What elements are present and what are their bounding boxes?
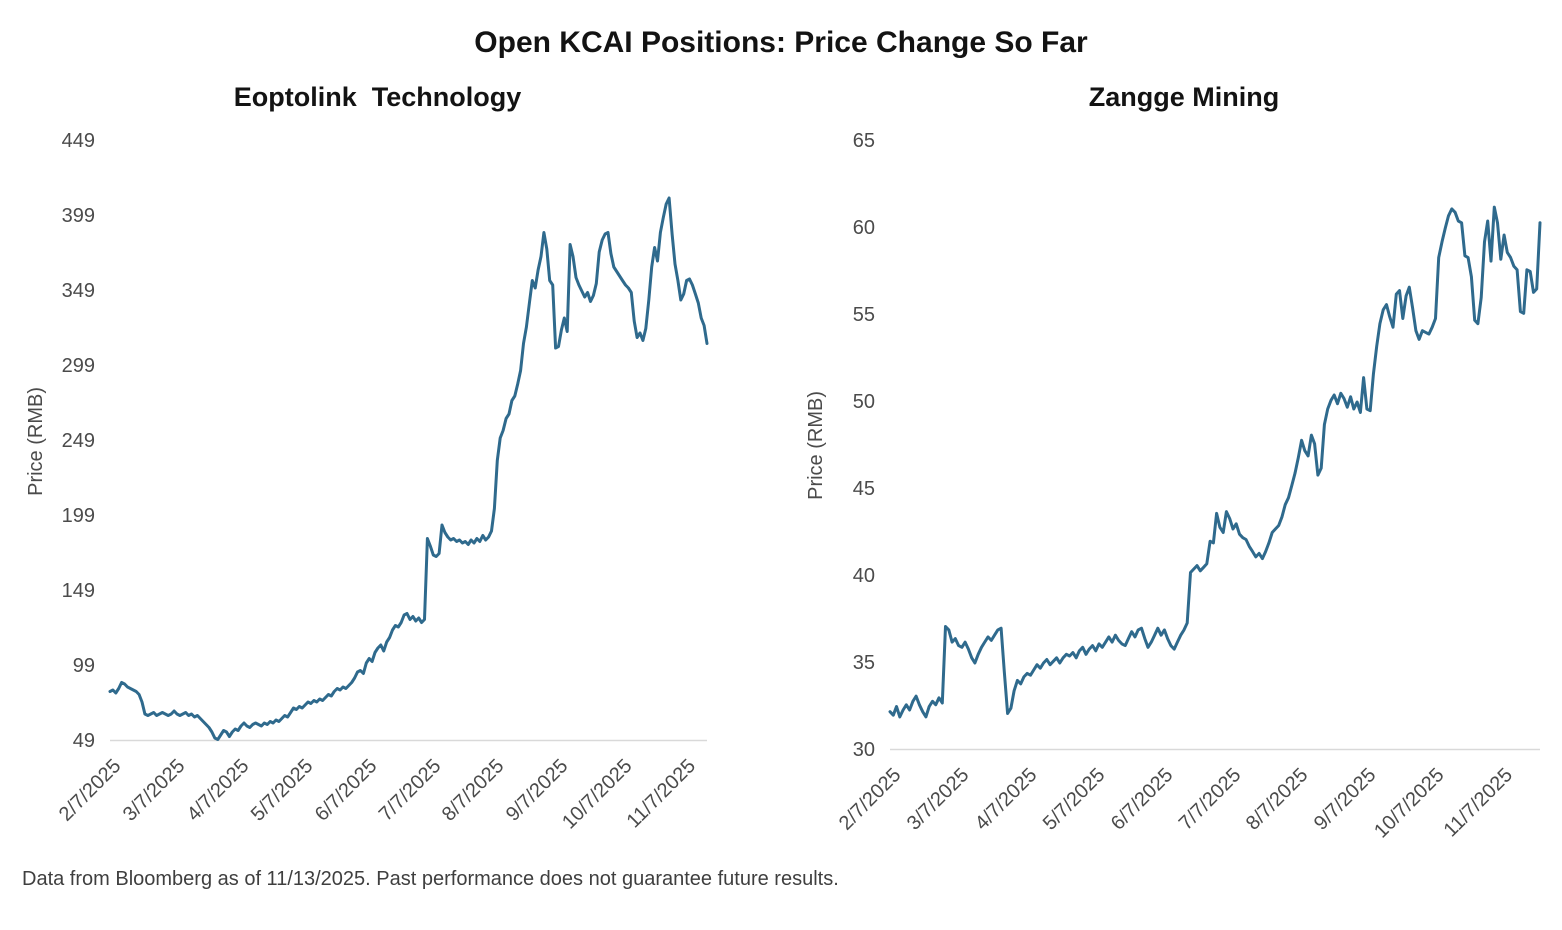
y-tick-label: 45 (852, 478, 875, 500)
zangge-mining-chart: Zangge Mining Price (RMB) 65 60 55 50 45 40 35… (805, 82, 1542, 842)
y-tick-label: 399 (61, 205, 95, 227)
chart-subtitle-eoptolink: Eoptolink Technology (233, 82, 522, 112)
y-axis-tick-labels: 65 60 55 50 45 40 35 30 (805, 130, 875, 761)
price-line (108, 196, 709, 741)
y-tick-label: 50 (852, 391, 875, 413)
eoptolink-technology-chart: Eoptolink Technology Price (RMB) 449 399 3… (25, 82, 709, 833)
page-title: Open KCAI Positions: Price Change So Far (474, 26, 1088, 59)
y-tick-label: 65 (852, 130, 875, 152)
y-tick-label: 49 (72, 730, 95, 752)
y-tick-label: 99 (72, 655, 95, 677)
line-plot (888, 205, 1542, 751)
line-plot (108, 196, 709, 742)
y-tick-label: 249 (61, 430, 95, 452)
y-tick-label: 449 (61, 130, 95, 152)
y-axis-tick-labels: 449 399 349 299 249 199 149 99 49 (25, 130, 95, 752)
y-tick-label: 30 (852, 739, 875, 761)
chart-subtitle-zangge: Zangge Mining (1088, 82, 1280, 112)
y-tick-label: 199 (61, 505, 95, 527)
y-tick-label: 299 (61, 355, 95, 377)
y-tick-label: 35 (852, 652, 875, 674)
y-tick-label: 60 (852, 217, 875, 239)
source-footnote: Data from Bloomberg as of 11/13/2025. Pa… (22, 868, 839, 890)
y-tick-label: 40 (852, 565, 875, 587)
y-tick-label: 349 (61, 280, 95, 302)
price-line (888, 205, 1542, 719)
y-tick-label: 55 (852, 304, 875, 326)
y-tick-label: 149 (61, 580, 95, 602)
